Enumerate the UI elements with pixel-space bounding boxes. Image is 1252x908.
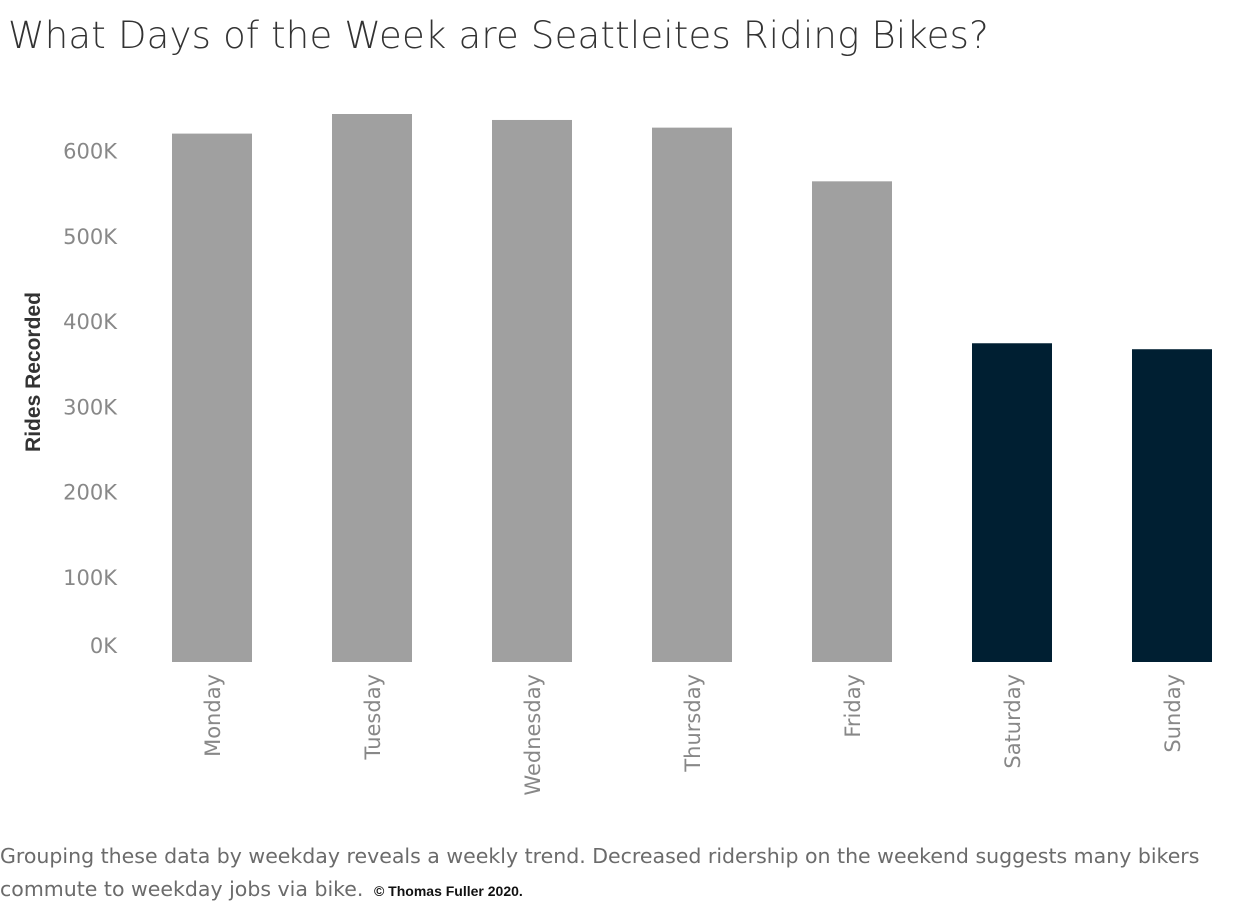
y-tick-label: 300K: [63, 395, 118, 419]
bar-sunday: [1132, 349, 1212, 662]
footer-text: Grouping these data by weekday reveals a…: [0, 844, 1200, 901]
bar-thursday: [652, 127, 732, 662]
x-tick-label: Friday: [841, 674, 865, 738]
bar-monday: [172, 133, 252, 662]
bar-saturday: [972, 343, 1052, 662]
bar-wednesday: [492, 119, 572, 663]
y-axis-title: Rides Recorded: [22, 292, 45, 452]
x-tick-label: Monday: [201, 674, 225, 757]
y-tick-label: 500K: [63, 225, 118, 249]
y-tick-label: 0K: [90, 634, 118, 658]
bar-tuesday: [332, 114, 412, 662]
x-tick-label: Saturday: [1001, 674, 1025, 769]
y-axis-ticks: 0K 100K 200K 300K 400K 500K 600K: [63, 140, 118, 658]
x-tick-label: Tuesday: [361, 674, 385, 760]
footer-caption: Grouping these data by weekday reveals a…: [0, 840, 1248, 908]
y-tick-label: 200K: [63, 481, 118, 505]
copyright: © Thomas Fuller 2020.: [373, 883, 523, 899]
y-tick-label: 400K: [63, 310, 118, 334]
y-tick-label: 600K: [63, 140, 118, 164]
chart-title: What Days of the Week are Seattleites Ri…: [8, 14, 989, 57]
x-axis-ticks: Monday Tuesday Wednesday Thursday Friday Satu…: [201, 674, 1185, 796]
y-tick-label: 100K: [63, 566, 118, 590]
bars: [172, 114, 1212, 663]
bar-chart: Rides Recorded 0K 100K 200K 300K 400K 500K 600…: [22, 114, 1212, 796]
bar-friday: [812, 181, 892, 662]
x-tick-label: Thursday: [681, 674, 705, 773]
x-tick-label: Wednesday: [521, 674, 545, 796]
x-tick-label: Sunday: [1161, 674, 1185, 753]
